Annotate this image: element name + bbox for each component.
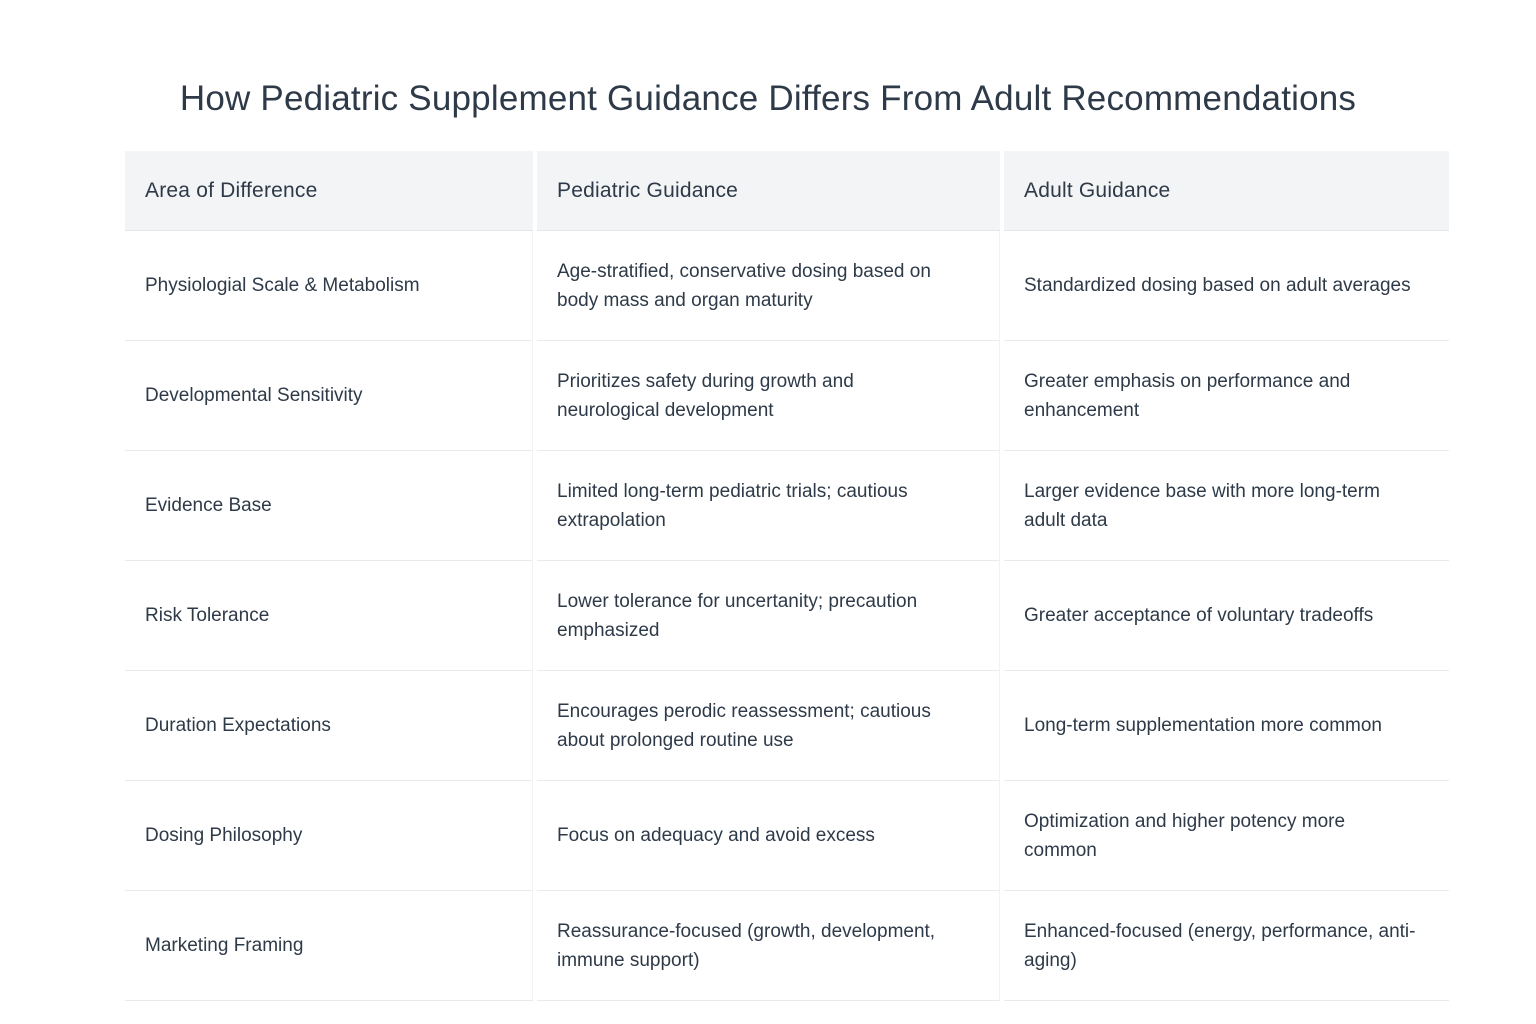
area-cell: Physiologial Scale & Metabolism: [125, 231, 533, 341]
pediatric-cell: Reassurance-focused (growth, development…: [537, 891, 1000, 1001]
area-cell: Marketing Framing: [125, 891, 533, 1001]
pediatric-cell: Encourages perodic reassessment; cautiou…: [537, 671, 1000, 781]
comparison-table: Area of Difference Pediatric Guidance Ad…: [125, 151, 1449, 1001]
adult-cell: Greater emphasis on performance and enha…: [1004, 341, 1449, 451]
area-cell: Duration Expectations: [125, 671, 533, 781]
pediatric-cell: Lower tolerance for uncertanity; precaut…: [537, 561, 1000, 671]
figure-canvas: How Pediatric Supplement Guidance Differ…: [0, 80, 1536, 1024]
adult-cell: Greater acceptance of voluntary tradeoff…: [1004, 561, 1449, 671]
area-cell: Developmental Sensitivity: [125, 341, 533, 451]
column-header-area-of-difference: Area of Difference: [125, 151, 533, 231]
adult-cell: Long-term supplementation more common: [1004, 671, 1449, 781]
figure-title: How Pediatric Supplement Guidance Differ…: [179, 79, 1357, 118]
area-cell: Dosing Philosophy: [125, 781, 533, 891]
adult-cell: Standardized dosing based on adult avera…: [1004, 231, 1449, 341]
pediatric-cell: Prioritizes safety during growth and neu…: [537, 341, 1000, 451]
adult-cell: Optimization and higher potency more com…: [1004, 781, 1449, 891]
pediatric-cell: Focus on adequacy and avoid excess: [537, 781, 1000, 891]
area-cell: Risk Tolerance: [125, 561, 533, 671]
adult-cell: Larger evidence base with more long-term…: [1004, 451, 1449, 561]
pediatric-cell: Limited long-term pediatric trials; caut…: [537, 451, 1000, 561]
column-header-adult-guidance: Adult Guidance: [1004, 151, 1449, 231]
pediatric-cell: Age-stratified, conservative dosing base…: [537, 231, 1000, 341]
area-cell: Evidence Base: [125, 451, 533, 561]
adult-cell: Enhanced-focused (energy, performance, a…: [1004, 891, 1449, 1001]
column-header-pediatric-guidance: Pediatric Guidance: [537, 151, 1000, 231]
